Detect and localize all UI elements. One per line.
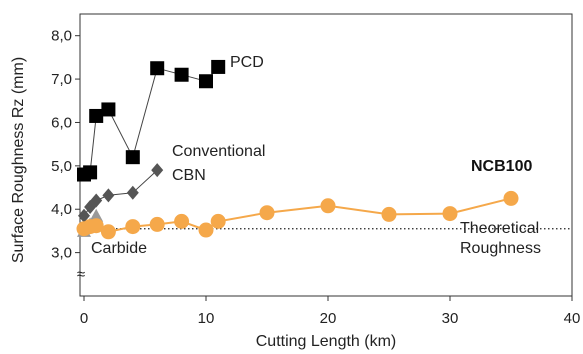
ncb100-point bbox=[88, 218, 104, 234]
pcd-label: PCD bbox=[230, 54, 264, 71]
cbn-label-line1: Conventional bbox=[172, 143, 265, 160]
ncb100-point bbox=[100, 224, 116, 240]
ncb100-point bbox=[259, 205, 275, 221]
ncb100-point bbox=[442, 206, 458, 222]
series-pcd bbox=[77, 59, 226, 182]
theoretical-label-line2: Roughness bbox=[460, 240, 541, 257]
ncb100-point bbox=[125, 219, 141, 235]
y-tick-label: 3,0 bbox=[51, 245, 72, 262]
tick-marks bbox=[75, 35, 573, 301]
conventional-cbn-point bbox=[90, 193, 103, 208]
y-tick-label: 7,0 bbox=[51, 71, 72, 88]
pcd-point bbox=[89, 108, 104, 123]
ncb100-point bbox=[503, 190, 519, 206]
axis-break-symbol: ≈ bbox=[77, 266, 85, 283]
y-tick-label: 4,0 bbox=[51, 201, 72, 218]
series-conventional-cbn bbox=[78, 163, 164, 223]
ncb100-point bbox=[149, 216, 165, 232]
ncb100-point bbox=[198, 222, 214, 238]
cbn-label-line2: CBN bbox=[172, 167, 206, 184]
y-tick-label: 8,0 bbox=[51, 28, 72, 45]
ncb100-point bbox=[381, 206, 397, 222]
pcd-point bbox=[83, 165, 98, 180]
y-axis-title: Surface Roughness Rz (mm) bbox=[10, 57, 27, 263]
y-tick-labels: 3,0 4,0 5,0 6,0 7,0 8,0 bbox=[51, 28, 72, 262]
x-tick-label: 40 bbox=[564, 310, 581, 327]
series-ncb100 bbox=[76, 190, 519, 240]
pcd-point bbox=[150, 61, 165, 76]
x-tick-label: 30 bbox=[442, 310, 459, 327]
pcd-point bbox=[125, 150, 140, 165]
carbide-point bbox=[89, 208, 104, 222]
conventional-cbn-point bbox=[151, 163, 164, 178]
x-tick-labels: 0 10 20 30 40 bbox=[80, 310, 581, 327]
ncb100-point bbox=[320, 198, 336, 214]
pcd-point bbox=[101, 102, 116, 117]
ncb100-label: NCB100 bbox=[471, 158, 532, 175]
pcd-point bbox=[211, 59, 226, 74]
theoretical-label-line1: Theoretical bbox=[460, 220, 539, 237]
conventional-cbn-point bbox=[78, 208, 90, 223]
ncb100-point bbox=[174, 213, 190, 229]
x-tick-label: 20 bbox=[320, 310, 337, 327]
y-tick-label: 6,0 bbox=[51, 114, 72, 131]
conventional-cbn-point bbox=[102, 188, 115, 203]
series-layer bbox=[76, 59, 519, 240]
conventional-cbn-point bbox=[126, 185, 139, 200]
ncb100-point bbox=[210, 213, 226, 229]
x-tick-label: 10 bbox=[198, 310, 215, 327]
plot-frame bbox=[79, 13, 573, 297]
pcd-point bbox=[199, 74, 213, 89]
x-tick-label: 0 bbox=[80, 310, 88, 327]
pcd-point bbox=[174, 67, 189, 82]
carbide-label: Carbide bbox=[91, 240, 147, 257]
x-axis-title: Cutting Length (km) bbox=[256, 333, 397, 350]
y-tick-label: 5,0 bbox=[51, 158, 72, 175]
